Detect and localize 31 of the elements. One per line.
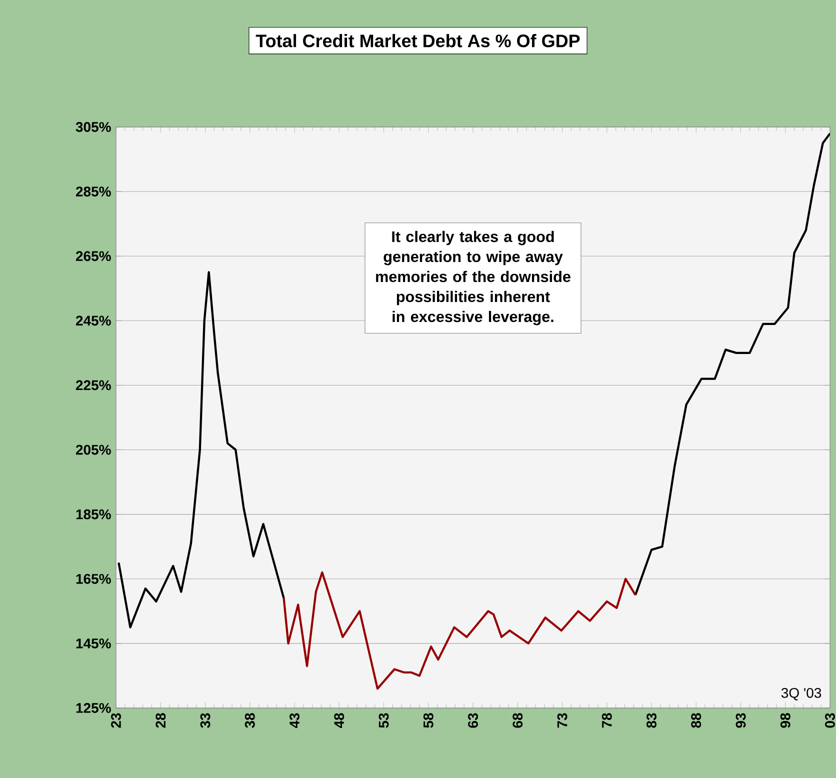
y-tick-label: 225% xyxy=(76,380,111,390)
y-tick-label: 305% xyxy=(76,122,111,132)
x-tick-label: 03 xyxy=(825,713,835,728)
x-tick-label: 68 xyxy=(512,713,523,728)
y-tick-label: 265% xyxy=(76,251,111,262)
y-tick-label: 125% xyxy=(76,703,111,713)
x-tick-label: 83 xyxy=(646,713,656,728)
line-series xyxy=(282,571,636,690)
x-tick-label: 78 xyxy=(602,713,612,728)
x-tick-label: 53 xyxy=(378,713,389,728)
y-tick-label: 185% xyxy=(76,509,111,520)
x-tick-label: 23 xyxy=(111,713,121,728)
y-tick-label: 245% xyxy=(76,316,111,326)
x-tick-label: 33 xyxy=(200,713,210,728)
x-tick-label: 98 xyxy=(780,713,790,728)
chart-title: Total Credit Market Debt As % Of GDP xyxy=(256,34,580,48)
annotation: It clearly takes a good generation to wipe away memories of the downside possibilities inherent in excessive leverage. xyxy=(376,230,570,326)
x-tick-label: 93 xyxy=(736,713,746,728)
y-tick-label: 165% xyxy=(76,574,111,584)
x-tick-label: 28 xyxy=(156,713,166,728)
x-tick-label: 88 xyxy=(691,713,702,728)
y-tick-label: 285% xyxy=(76,186,111,197)
x-tick-label: 58 xyxy=(423,713,434,728)
x-tick-label: 73 xyxy=(557,713,568,728)
x-tick-label: 38 xyxy=(244,713,255,728)
x-tick-label: 48 xyxy=(334,713,344,728)
x-tick-label: 43 xyxy=(290,713,300,728)
annotation: 3Q '03 xyxy=(781,688,822,700)
x-tick-label: 63 xyxy=(468,713,478,728)
y-tick-label: 145% xyxy=(76,638,111,648)
y-tick-label: 205% xyxy=(76,444,111,455)
